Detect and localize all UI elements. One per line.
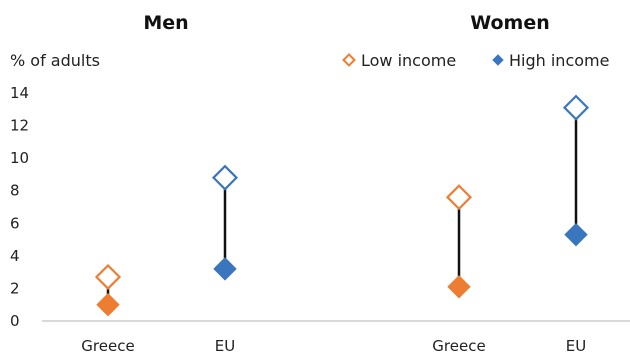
y-tick-label: 8 — [10, 182, 20, 200]
low-income-point — [445, 184, 473, 211]
high-income-point — [96, 293, 120, 317]
legend-low-income-marker-icon — [342, 53, 356, 67]
high-income-point — [564, 222, 588, 247]
unit-label: % of adults — [10, 51, 100, 70]
x-category-label: EU — [215, 337, 235, 355]
x-category-label: Greece — [81, 337, 134, 355]
panel-title: Women — [470, 12, 550, 34]
y-tick-label: 6 — [10, 214, 20, 232]
legend-high-income-marker-icon — [492, 54, 504, 66]
high-income-point — [447, 275, 471, 299]
y-tick-label: 12 — [10, 117, 29, 135]
panel-title: Men — [143, 12, 188, 34]
x-category-label: EU — [566, 337, 586, 355]
low-income-point — [562, 94, 590, 121]
low-income-point — [211, 164, 239, 191]
y-tick-label: 14 — [10, 84, 29, 102]
legend-high-income-label: High income — [509, 51, 609, 70]
x-category-label: Greece — [432, 337, 485, 355]
y-tick-label: 10 — [10, 149, 29, 167]
y-tick-label: 2 — [10, 279, 20, 297]
legend-low-income-label: Low income — [361, 51, 456, 70]
low-income-point — [94, 263, 122, 291]
y-tick-label: 4 — [10, 247, 20, 265]
high-income-point — [213, 257, 237, 281]
y-tick-label: 0 — [10, 312, 20, 330]
